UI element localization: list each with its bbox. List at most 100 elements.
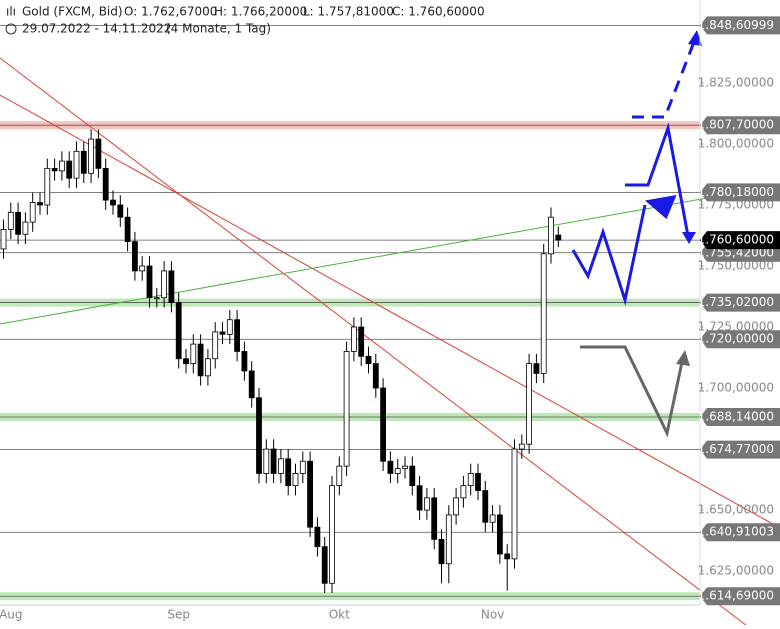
candle-body [387,460,394,474]
x-tick-label: Aug [0,608,23,622]
duration: (4 Monate, 1 Tag) [166,22,271,36]
trend-line [0,184,780,325]
candle-body [183,358,189,365]
x-tick-label: Nov [481,608,504,622]
candle-body [73,150,80,179]
level-label: 1.807,70000 [698,118,774,132]
x-tick-label: Sep [167,608,190,622]
candle-body [277,458,284,474]
candle-body [95,138,102,169]
candle-body [102,167,109,201]
level-tag [700,293,780,312]
candle-body [504,553,511,560]
level-label: 1.720,00000 [698,332,774,346]
candle-body [540,253,547,374]
arrow-head [644,194,677,220]
level-label: 1.848,60999 [698,18,774,32]
candle-body [248,370,255,399]
candle-body [555,234,562,241]
arrow-head [688,30,702,46]
candle-body [350,326,357,352]
candle-body [358,326,365,357]
level-tag [700,407,780,426]
candle-body [212,331,219,360]
y-tick-label: 1.825,00000 [698,75,774,89]
candle-body [431,497,438,540]
candle-body [460,485,467,499]
candle-body [526,363,532,445]
candle-body [80,150,87,174]
candle-body [22,221,29,235]
candle-body [59,160,65,172]
scenario-path [571,204,647,306]
candle-body [270,448,277,474]
y-tick-label: 1.800,00000 [698,136,774,150]
x-tick-label: Okt [329,608,350,622]
candle-body [299,460,306,474]
candle-body [153,297,160,300]
candle-body [219,331,226,335]
candle-body [482,490,489,523]
candle-body [511,448,518,560]
candle-body [161,270,168,299]
candle-body [146,265,153,299]
candle-body [88,138,94,174]
level-tag [700,183,780,202]
candle-body [402,465,408,469]
candle-body [7,211,14,230]
level-tag [700,587,780,606]
candle-body [416,485,423,511]
candle-body [66,160,73,179]
y-tick-label: 1.650,00000 [698,503,774,517]
y-tick-label: 1.725,00000 [698,320,774,334]
candle-body [110,199,116,206]
level-tag [700,231,780,250]
candle-body [409,465,416,487]
candle-body [124,216,131,243]
level-tag [700,440,780,459]
candle-body [241,351,248,372]
candle-body [423,497,430,511]
candle-body [29,202,36,223]
candle-body [117,204,124,218]
candle-body [496,514,503,555]
date-range: 29.07.2022 - 14.11.2022 [22,22,171,36]
scenario-arrows [571,30,702,438]
candle-body [131,241,138,272]
candle-body [475,473,481,491]
candle-body [394,468,401,474]
high: H: 1.766,20000 [214,5,307,19]
arrow-head [676,350,690,366]
header: ılı Gold (FXCM, Bid) O: 1.762,67000 H: 1… [5,5,485,36]
clock-icon [5,23,17,35]
level-tag [700,523,780,542]
y-tick-label: 1.700,00000 [698,381,774,395]
candle-body [168,270,175,304]
candle-body [518,443,525,450]
candle-body [139,265,146,272]
candle-body [263,448,270,474]
candle-body [438,538,445,565]
instrument: Gold (FXCM, Bid) [22,5,123,19]
level-tag [700,116,780,135]
level-tag [700,330,780,349]
levels [0,24,700,601]
level-label: 1.640,91003 [698,525,774,539]
y-tick-label: 1.750,00000 [698,259,774,273]
level-label: 1.760,60000 [698,233,774,247]
candle-body [453,497,460,516]
candle-body [372,363,379,389]
y-tick-label: 1.625,00000 [698,564,774,578]
candle-body [380,387,387,462]
candle-body [234,319,241,352]
candle-body [37,202,43,206]
candle-body [190,343,197,365]
candle-body [329,485,335,584]
trend-line [0,57,752,629]
candle-body [256,397,262,474]
candle-body [314,526,321,548]
open: O: 1.762,67000 [124,5,217,19]
candle-body [343,351,350,467]
